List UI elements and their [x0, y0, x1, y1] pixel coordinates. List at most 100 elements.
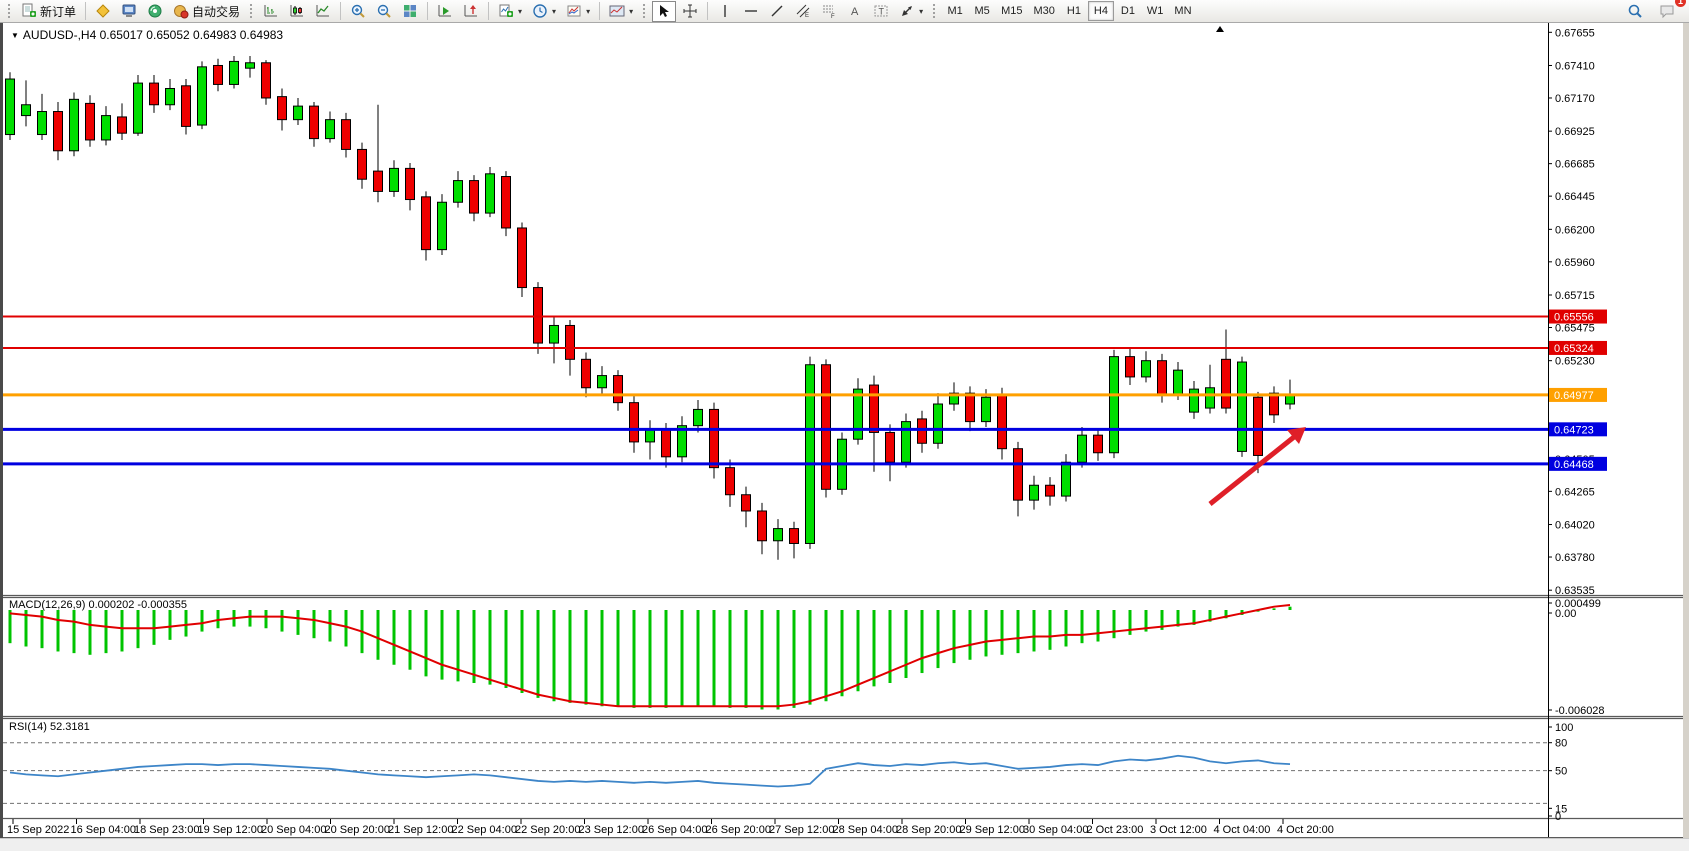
trendline-tool-button[interactable] [765, 1, 789, 22]
autotrading-label: 自动交易 [192, 4, 241, 19]
last-bar-marker-icon [1216, 26, 1224, 32]
notifications-button[interactable] [1655, 1, 1679, 22]
text-label-tool-button[interactable]: T [869, 1, 893, 22]
toolbar-grip[interactable] [249, 3, 255, 19]
auto-scroll-icon [438, 5, 452, 17]
svg-text:0.65230: 0.65230 [1555, 356, 1595, 368]
timeframe-button-w1[interactable]: W1 [1142, 1, 1169, 21]
toolbar-grip[interactable] [932, 3, 938, 19]
clock-icon [533, 4, 547, 18]
candlestick-mode-button[interactable] [285, 1, 309, 22]
equidistant-channel-tool-button[interactable]: E [791, 1, 815, 22]
toolbar-separator [427, 2, 429, 20]
chart-type-icon [609, 5, 625, 17]
svg-text:26 Sep 04:00: 26 Sep 04:00 [642, 824, 707, 836]
search-button[interactable] [1623, 1, 1647, 22]
terminal-button[interactable] [117, 1, 141, 22]
svg-text:26 Sep 20:00: 26 Sep 20:00 [706, 824, 771, 836]
chart-window: 0.67655 0.67410 0.67170 0.66925 0.66685 0.664… [0, 23, 1689, 838]
fibonacci-icon: F [823, 5, 835, 19]
scrollbar-strip[interactable] [1683, 23, 1689, 838]
svg-text:22 Sep 20:00: 22 Sep 20:00 [515, 824, 580, 836]
auto-scroll-button[interactable] [433, 1, 457, 22]
svg-text:18 Sep 23:00: 18 Sep 23:00 [134, 824, 199, 836]
svg-text:27 Sep 12:00: 27 Sep 12:00 [769, 824, 834, 836]
chart-type-combo-button[interactable]: ▾ [605, 1, 637, 22]
timeframe-button-m15[interactable]: M15 [996, 1, 1027, 21]
svg-text:0.64468: 0.64468 [1554, 459, 1594, 471]
svg-text:0.66925: 0.66925 [1555, 126, 1595, 138]
trend-arrow-annotation[interactable] [1208, 427, 1306, 506]
collapse-triangle-icon[interactable]: ▼ [11, 31, 19, 40]
chat-bubble-icon [1660, 5, 1674, 19]
svg-text:80: 80 [1555, 738, 1567, 750]
toolbar-separator [488, 2, 490, 20]
svg-text:0.64265: 0.64265 [1555, 486, 1595, 498]
timeframe-button-m30[interactable]: M30 [1029, 1, 1060, 21]
text-a-icon: A [851, 6, 859, 18]
svg-text:0.67170: 0.67170 [1555, 93, 1595, 105]
timeframe-button-m1[interactable]: M1 [942, 1, 968, 21]
svg-text:0.64977: 0.64977 [1554, 390, 1594, 402]
crosshair-tool-button[interactable] [678, 1, 702, 22]
svg-text:15 Sep 2022: 15 Sep 2022 [7, 824, 69, 836]
svg-text:4 Oct 20:00: 4 Oct 20:00 [1277, 824, 1334, 836]
bar-chart-icon [264, 5, 278, 17]
text-tool-button[interactable]: A [843, 1, 867, 22]
fibonacci-tool-button[interactable]: F [817, 1, 841, 22]
status-bar [0, 838, 1689, 851]
crosshair-icon [683, 4, 697, 18]
timeframe-button-h4[interactable]: H4 [1087, 1, 1114, 21]
svg-text:0.64723: 0.64723 [1554, 424, 1594, 436]
svg-text:0.63780: 0.63780 [1555, 552, 1595, 564]
svg-text:28 Sep 04:00: 28 Sep 04:00 [833, 824, 898, 836]
svg-text:0.66685: 0.66685 [1555, 159, 1595, 171]
autotrading-icon [174, 5, 189, 19]
mql-community-button[interactable] [91, 1, 115, 22]
zoom-out-button[interactable] [372, 1, 396, 22]
zoom-in-button[interactable] [346, 1, 370, 22]
toolbar-grip[interactable] [642, 3, 648, 19]
chart-shift-button[interactable] [459, 1, 483, 22]
svg-text:0.00: 0.00 [1555, 608, 1576, 620]
chart-canvas[interactable]: 0.67655 0.67410 0.67170 0.66925 0.66685 0.664… [3, 23, 1689, 838]
svg-text:22 Sep 04:00: 22 Sep 04:00 [452, 824, 517, 836]
arrows-tool-button[interactable]: ▾ [895, 1, 927, 22]
arrows-icon [902, 6, 913, 16]
svg-text:0: 0 [1555, 811, 1561, 823]
toolbar-separator [85, 2, 87, 20]
macd-signal-line [9, 604, 1291, 708]
svg-text:E: E [805, 13, 809, 19]
timeframe-button-m5[interactable]: M5 [969, 1, 995, 21]
indicators-icon [499, 4, 514, 17]
svg-text:T: T [879, 7, 885, 17]
svg-text:0.65475: 0.65475 [1555, 322, 1595, 334]
timeframe-button-d1[interactable]: D1 [1115, 1, 1141, 21]
svg-text:0.65324: 0.65324 [1554, 343, 1594, 355]
toolbar-grip[interactable] [7, 3, 12, 19]
timeframe-button-h1[interactable]: H1 [1061, 1, 1087, 21]
strategy-tester-button[interactable] [143, 1, 167, 22]
indicators-button[interactable]: ▾ [494, 1, 526, 22]
line-chart-mode-button[interactable] [311, 1, 335, 22]
autotrading-button[interactable]: 自动交易 [169, 1, 244, 22]
svg-text:16 Sep 04:00: 16 Sep 04:00 [71, 824, 136, 836]
toolbar-separator [340, 2, 342, 20]
horizontal-line-tool-button[interactable] [739, 1, 763, 22]
new-order-button[interactable]: 新订单 [17, 1, 80, 22]
bar-chart-mode-button[interactable] [259, 1, 283, 22]
cursor-tool-button[interactable] [652, 0, 677, 22]
toolbar-separator [707, 2, 709, 20]
line-chart-icon [316, 5, 330, 17]
toolbar-separator [599, 2, 601, 20]
timeframe-button-mn[interactable]: MN [1169, 1, 1196, 21]
svg-text:3 Oct 12:00: 3 Oct 12:00 [1150, 824, 1207, 836]
periods-button[interactable]: ▾ [528, 1, 560, 22]
tile-windows-button[interactable] [398, 1, 422, 22]
horizontal-price-lines[interactable] [3, 315, 1548, 466]
templates-button[interactable]: ▾ [562, 1, 594, 22]
svg-text:23 Sep 12:00: 23 Sep 12:00 [579, 824, 644, 836]
vertical-line-tool-button[interactable] [713, 1, 737, 22]
